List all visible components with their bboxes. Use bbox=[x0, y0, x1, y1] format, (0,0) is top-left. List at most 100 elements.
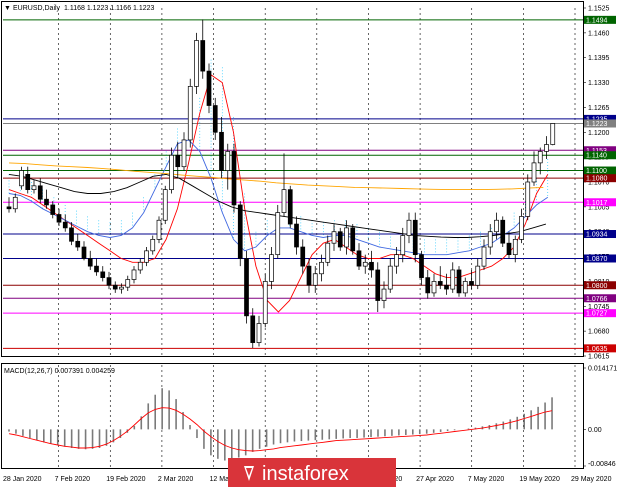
time-tick-label: 7 Feb 2020 bbox=[55, 476, 91, 483]
price-level-label: 1.1017 bbox=[586, 200, 608, 207]
price-tick-label: 1.1005 bbox=[588, 204, 610, 211]
candle bbox=[287, 185, 293, 228]
candle bbox=[187, 78, 193, 148]
price-level-badge bbox=[584, 294, 616, 303]
macd-axis: 0.014171 0.00 -0.00846 bbox=[583, 366, 617, 468]
header-arrow[interactable]: ▼ bbox=[4, 5, 11, 12]
candle bbox=[12, 193, 18, 213]
candle-body bbox=[44, 198, 49, 206]
candle bbox=[194, 32, 199, 95]
candle-body bbox=[12, 196, 18, 210]
price-level-badge bbox=[584, 344, 616, 353]
candle-body bbox=[262, 281, 268, 324]
level-badges: 1.14941.12351.12231.11531.11401.11001.10… bbox=[584, 15, 616, 353]
candle-body bbox=[425, 277, 431, 294]
candle-body bbox=[200, 40, 206, 72]
candle-body bbox=[300, 246, 306, 267]
price-level-badge bbox=[584, 166, 616, 175]
price-tick-label: 1.0615 bbox=[588, 354, 610, 361]
candle-body bbox=[344, 227, 349, 248]
price-tick-label: 1.1265 bbox=[588, 105, 610, 112]
candle-body bbox=[544, 144, 549, 152]
candle bbox=[544, 136, 549, 160]
candle-body bbox=[94, 265, 99, 273]
candle-body bbox=[287, 189, 293, 225]
brand-text: instaforex bbox=[262, 463, 349, 485]
candle bbox=[75, 233, 81, 251]
price-level-label: 1.1494 bbox=[586, 17, 608, 24]
candle-body bbox=[187, 86, 193, 141]
candle-body bbox=[412, 219, 418, 256]
price-level-badge bbox=[584, 230, 616, 239]
candle-body bbox=[531, 162, 537, 183]
candle-body bbox=[250, 315, 256, 343]
macd-tick-label: 0.00 bbox=[588, 427, 602, 434]
macd-series bbox=[8, 388, 553, 461]
candle bbox=[225, 143, 231, 190]
candle-body bbox=[394, 254, 399, 267]
candle bbox=[162, 185, 168, 225]
candle bbox=[269, 247, 274, 290]
candle bbox=[306, 258, 312, 293]
instaforex-logo-icon bbox=[244, 466, 254, 481]
candle-body bbox=[206, 70, 212, 106]
candle bbox=[469, 269, 474, 290]
macd-tick-label: 0.014171 bbox=[588, 366, 617, 373]
chart-title: EURUSD,Daily bbox=[13, 5, 61, 12]
candle bbox=[131, 266, 137, 284]
candle-body bbox=[175, 154, 181, 168]
price-level-badge bbox=[584, 198, 616, 207]
candle bbox=[450, 262, 456, 293]
candle bbox=[275, 204, 281, 259]
ohlc-readout: 1.1168 1.1223 1.1166 1.1223 bbox=[64, 5, 155, 12]
price-tick-label: 1.1200 bbox=[588, 130, 610, 137]
candle-body bbox=[494, 219, 499, 233]
candle bbox=[406, 212, 412, 244]
price-tick-label: 1.1395 bbox=[588, 55, 610, 62]
candle-body bbox=[6, 206, 12, 210]
candle bbox=[331, 224, 337, 251]
candle-body bbox=[81, 246, 87, 259]
candle-body bbox=[50, 204, 56, 215]
candle bbox=[31, 180, 37, 194]
candle bbox=[437, 266, 443, 290]
macd-title: MACD(12,26,7) 0.007391 0.004259 bbox=[4, 368, 115, 375]
price-level-label: 1.1100 bbox=[586, 168, 607, 175]
candle bbox=[156, 216, 162, 244]
candle-body bbox=[194, 40, 199, 87]
candle bbox=[525, 174, 531, 221]
candlestick-series bbox=[6, 19, 556, 348]
price-level-label: 1.0800 bbox=[586, 283, 608, 290]
time-tick-label: 19 May 2020 bbox=[519, 476, 560, 483]
candle bbox=[25, 166, 31, 194]
candle bbox=[531, 151, 537, 186]
candle-body bbox=[450, 269, 456, 290]
price-level-badge bbox=[584, 254, 616, 263]
candle bbox=[462, 277, 468, 297]
candle bbox=[337, 227, 343, 251]
candle bbox=[412, 212, 418, 263]
candle-body bbox=[181, 139, 187, 168]
time-tick-label: 28 Jan 2020 bbox=[3, 476, 42, 483]
candle bbox=[56, 208, 62, 226]
price-tick-label: 1.1525 bbox=[588, 6, 610, 13]
candle bbox=[381, 281, 387, 309]
candle-body bbox=[131, 269, 137, 280]
candle bbox=[294, 216, 299, 255]
candle bbox=[250, 308, 256, 348]
candle-body bbox=[281, 189, 287, 213]
candle-body bbox=[19, 170, 24, 187]
candle-body bbox=[481, 246, 487, 267]
candle bbox=[325, 235, 331, 267]
candle bbox=[487, 224, 493, 255]
price-tick-label: 1.0745 bbox=[588, 304, 610, 311]
candle-body bbox=[231, 151, 237, 206]
candle bbox=[50, 201, 56, 219]
candle-body bbox=[362, 261, 368, 267]
candle bbox=[44, 189, 49, 209]
price-level-badge bbox=[584, 119, 616, 128]
candle-body bbox=[487, 231, 493, 248]
candle-body bbox=[387, 265, 393, 290]
price-tick-label: 1.1460 bbox=[588, 30, 610, 37]
